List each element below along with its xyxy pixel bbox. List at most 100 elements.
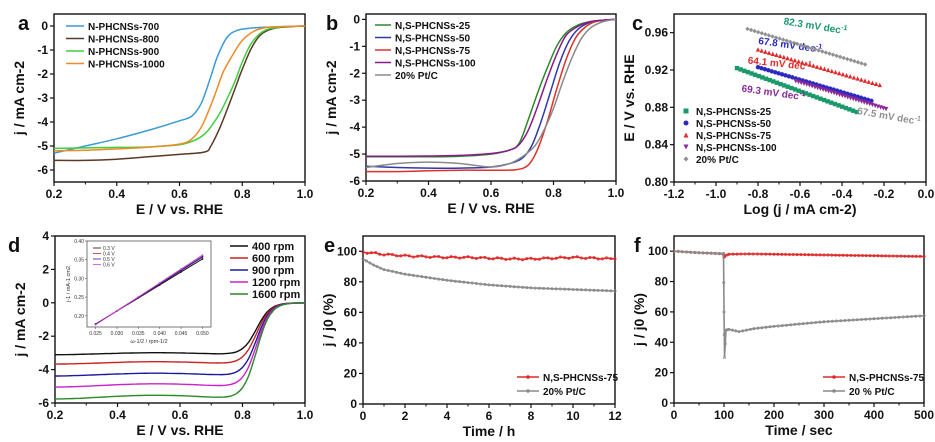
data-point bbox=[799, 253, 803, 257]
inset-data-point bbox=[116, 309, 118, 312]
x-tick-label: 2 bbox=[402, 409, 409, 423]
data-point bbox=[822, 66, 827, 72]
y-tick-label: -4 bbox=[349, 120, 360, 134]
data-point bbox=[771, 79, 776, 84]
data-point bbox=[575, 255, 579, 259]
data-point bbox=[876, 254, 880, 258]
data-point bbox=[785, 55, 790, 61]
x-tick-label: 0.4 bbox=[420, 186, 437, 200]
data-point bbox=[845, 253, 849, 257]
data-point bbox=[798, 42, 804, 48]
data-point bbox=[483, 282, 487, 286]
data-point bbox=[887, 254, 891, 258]
series-line bbox=[53, 25, 306, 150]
legend-label: N,S-PHCNSs-100 bbox=[696, 143, 777, 154]
data-point bbox=[849, 253, 853, 257]
data-point bbox=[546, 256, 550, 260]
data-point bbox=[504, 284, 508, 288]
data-point bbox=[834, 53, 839, 59]
data-point bbox=[880, 254, 884, 258]
data-point bbox=[705, 251, 709, 255]
data-point bbox=[803, 91, 809, 96]
data-point bbox=[766, 68, 771, 73]
data-point bbox=[432, 276, 436, 280]
data-point bbox=[855, 60, 861, 65]
data-point bbox=[697, 251, 701, 255]
y-tick-label: -6 bbox=[38, 396, 49, 410]
inset-y-label: j-1 / mA-1 cm2 bbox=[66, 266, 72, 303]
data-point bbox=[491, 257, 495, 261]
inset-data-point bbox=[94, 323, 97, 326]
data-point bbox=[852, 58, 857, 64]
data-point bbox=[768, 252, 772, 256]
inset-data-point bbox=[201, 254, 204, 257]
data-point bbox=[766, 33, 772, 38]
y-axis-label: j / mA cm-2 bbox=[11, 61, 27, 136]
panel-c: -1.2 -1.0 -0.8 -0.6 -0.4 -0.2 0.0 0.80 0.84 0.88 0… bbox=[621, 13, 935, 217]
data-point bbox=[749, 71, 754, 76]
y-tick-label: 0 bbox=[41, 19, 48, 33]
data-point bbox=[375, 265, 379, 269]
data-point bbox=[445, 256, 449, 260]
panel-label: c bbox=[632, 13, 643, 35]
data-point bbox=[744, 328, 748, 332]
series-line bbox=[53, 25, 306, 162]
data-point bbox=[755, 65, 761, 70]
data-point bbox=[807, 253, 811, 257]
data-point bbox=[766, 50, 772, 55]
data-point bbox=[680, 250, 684, 254]
data-point bbox=[780, 252, 784, 256]
y-tick-label: -3 bbox=[37, 91, 48, 105]
data-point bbox=[762, 67, 768, 72]
data-point bbox=[382, 268, 386, 272]
data-point bbox=[542, 256, 546, 260]
data-point bbox=[743, 252, 747, 256]
series-line bbox=[365, 18, 617, 169]
inset-x-tick-label: 0.050 bbox=[196, 331, 209, 337]
panel-label: a bbox=[18, 13, 30, 35]
data-point bbox=[737, 330, 741, 334]
data-point bbox=[796, 88, 801, 93]
data-point bbox=[470, 256, 474, 260]
inset-x-label: ω-1/2 / rpm-1/2 bbox=[130, 339, 167, 345]
data-point bbox=[811, 63, 816, 68]
data-point bbox=[865, 97, 871, 102]
panel-b: 0.2 0.4 0.6 0.8 1.0 0 -1 -2 -3 -4 -5 -6 E / V vs. RH… bbox=[323, 12, 625, 216]
data-point bbox=[483, 255, 487, 259]
legend-label: N,S-PHCNSs-25 bbox=[696, 107, 771, 118]
x-tick-label: 0.4 bbox=[108, 187, 125, 201]
data-point bbox=[844, 73, 849, 78]
data-point bbox=[877, 82, 882, 88]
series-line bbox=[54, 302, 305, 365]
data-point bbox=[859, 77, 864, 82]
data-point bbox=[807, 62, 812, 67]
data-point bbox=[458, 256, 462, 260]
data-point bbox=[802, 43, 807, 49]
inset-data-point bbox=[180, 268, 182, 271]
x-tick-label: -1.0 bbox=[706, 187, 727, 201]
data-point bbox=[508, 284, 512, 288]
inset-y-tick-label: 0.40 bbox=[74, 239, 84, 245]
data-point bbox=[731, 252, 735, 256]
data-point bbox=[420, 254, 424, 258]
data-point bbox=[441, 278, 445, 282]
data-point bbox=[605, 256, 609, 260]
data-point bbox=[445, 278, 449, 282]
y-tick-label: 100 bbox=[648, 244, 668, 258]
data-point bbox=[889, 316, 893, 320]
y-tick-label: 80 bbox=[655, 275, 669, 289]
data-point bbox=[862, 78, 868, 83]
data-point bbox=[774, 80, 780, 85]
data-point bbox=[862, 62, 868, 67]
data-point bbox=[847, 107, 852, 112]
slope-annotation: 67.8 mV dec-1 bbox=[758, 35, 823, 56]
x-tick-label: 0.6 bbox=[483, 186, 500, 200]
series-line bbox=[365, 18, 617, 157]
data-point bbox=[818, 65, 823, 70]
data-point bbox=[883, 107, 889, 112]
data-point bbox=[851, 75, 857, 80]
data-point bbox=[829, 68, 835, 74]
data-point bbox=[533, 286, 537, 290]
data-point bbox=[825, 67, 831, 73]
data-point bbox=[470, 281, 474, 285]
